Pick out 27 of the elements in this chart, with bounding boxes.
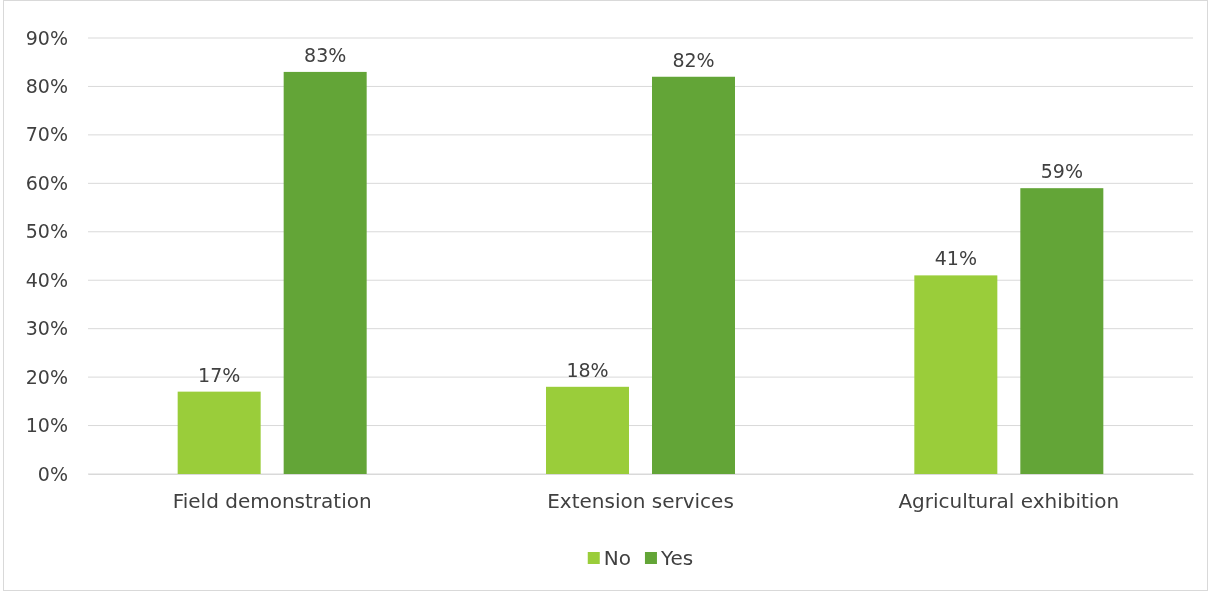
y-tick-label: 30%	[25, 317, 68, 340]
legend-label: No	[603, 546, 631, 570]
data-label: 41%	[934, 247, 977, 270]
data-label: 17%	[198, 363, 241, 386]
y-tick-label: 80%	[25, 75, 68, 98]
x-tick-label: Agricultural exhibition	[898, 489, 1120, 514]
y-tick-label: 50%	[25, 220, 68, 243]
y-tick-label: 0%	[37, 462, 68, 485]
bar	[546, 386, 629, 474]
bar	[1020, 188, 1104, 474]
data-label: 83%	[304, 43, 347, 66]
y-tick-label: 60%	[25, 171, 68, 194]
data-label: 18%	[566, 358, 609, 381]
y-tick-label: 90%	[25, 26, 68, 49]
data-label: 82%	[672, 48, 715, 71]
y-tick-label: 10%	[25, 414, 68, 437]
bar	[177, 391, 261, 474]
x-tick-label: Extension services	[547, 489, 734, 514]
bar	[914, 275, 998, 474]
bar	[283, 71, 367, 474]
bar	[652, 76, 735, 474]
legend-label: Yes	[659, 546, 694, 570]
x-tick-label: Field demonstration	[172, 489, 372, 514]
y-tick-label: 70%	[25, 123, 68, 146]
y-tick-label: 40%	[25, 268, 68, 291]
y-tick-label: 20%	[25, 365, 68, 388]
data-label: 59%	[1040, 160, 1083, 183]
